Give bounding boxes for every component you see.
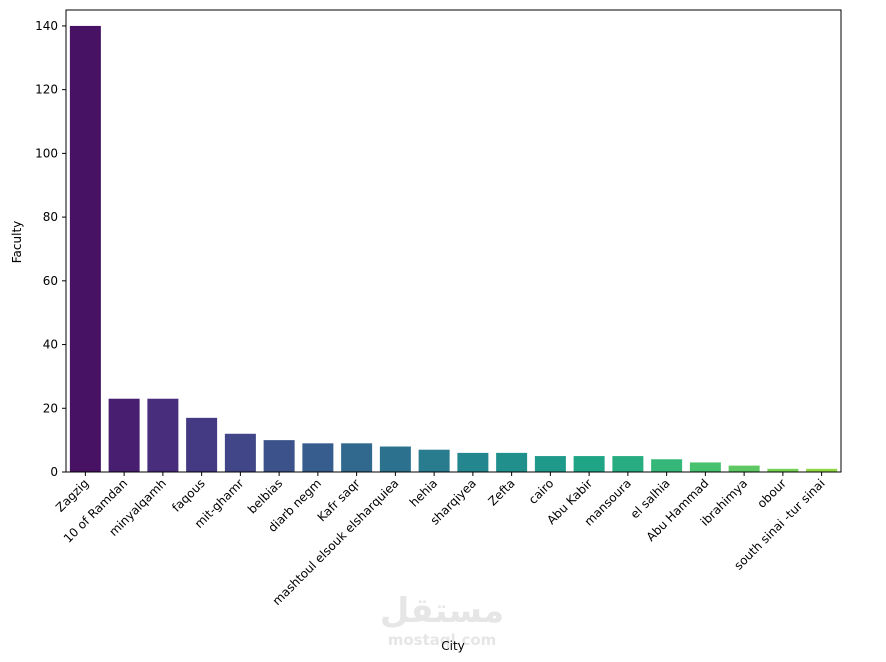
bar-14: [612, 456, 644, 472]
bar-4: [224, 433, 256, 472]
x-tick-label-11: Zefta: [485, 476, 517, 508]
bar-7: [341, 443, 373, 472]
bar-17: [728, 465, 760, 472]
y-tick-label-4: 80: [43, 210, 58, 224]
bar-5: [263, 440, 295, 472]
plot-frame: [65, 9, 842, 473]
y-tick-label-6: 120: [35, 83, 58, 97]
y-axis: 0 20 40 60 80 100 120 140: [35, 19, 66, 479]
bar-11: [496, 452, 528, 472]
bar-12: [534, 456, 566, 472]
bar-6: [302, 443, 334, 472]
y-tick-label-2: 40: [43, 338, 58, 352]
bar-8: [379, 446, 411, 472]
bar-3: [186, 417, 218, 472]
y-tick-label-0: 0: [50, 465, 58, 479]
bar-0: [69, 25, 101, 473]
x-axis-title: City: [441, 639, 465, 653]
y-tick-label-3: 60: [43, 274, 58, 288]
y-tick-label-7: 140: [35, 19, 58, 33]
x-tick-label-18: obour: [754, 476, 789, 511]
bars: [69, 25, 838, 473]
bar-13: [573, 456, 605, 472]
bar-1: [108, 398, 140, 472]
watermark-latin: mostaql.com: [388, 631, 497, 649]
bar-18: [767, 468, 799, 472]
bar-19: [806, 468, 838, 472]
watermark: مستقل mostaql.com: [380, 591, 504, 649]
watermark-arabic: مستقل: [380, 591, 504, 631]
y-axis-title: Faculty: [10, 221, 24, 264]
x-tick-label-9: hehia: [407, 476, 440, 509]
y-tick-label-1: 20: [43, 401, 58, 415]
bar-16: [689, 462, 721, 472]
bar-2: [147, 398, 179, 472]
x-tick-label-12: cairo: [526, 476, 557, 507]
bar-15: [651, 459, 683, 472]
y-tick-label-5: 100: [35, 146, 58, 160]
x-tick-label-0: Zagzig: [53, 476, 92, 515]
bar-9: [418, 449, 450, 472]
x-tick-label-3: faqous: [169, 476, 207, 514]
bar-10: [457, 452, 489, 472]
